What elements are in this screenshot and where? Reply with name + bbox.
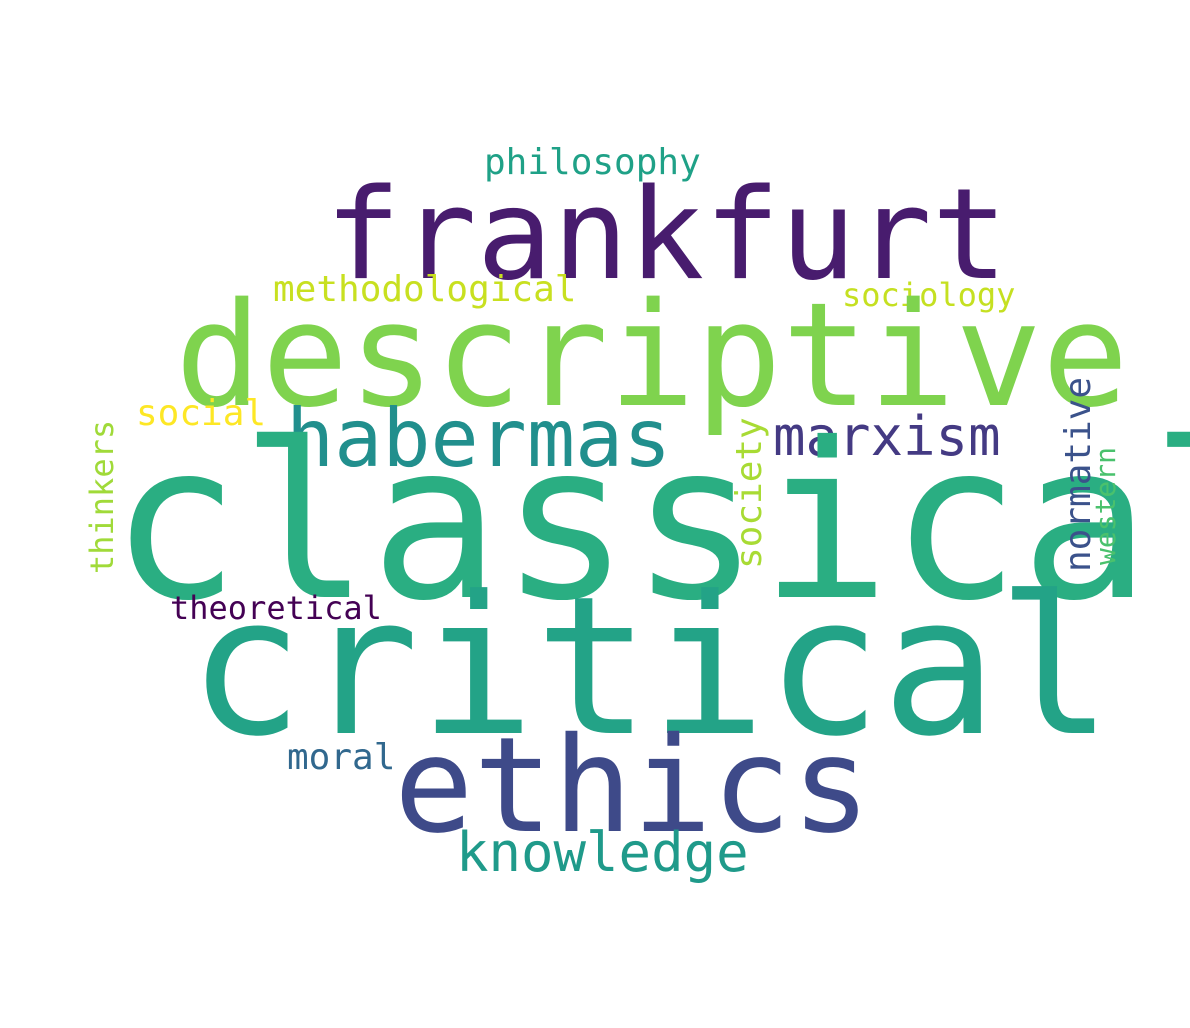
word-society: society: [729, 417, 770, 569]
word-theoretical: theoretical: [170, 589, 382, 627]
word-thinkers: thinkers: [83, 419, 121, 574]
word-western: western: [1089, 446, 1122, 565]
word-critical: critical: [188, 556, 1113, 779]
word-knowledge: knowledge: [456, 821, 749, 884]
word-methodological: methodological: [273, 269, 577, 310]
word-descriptive: descriptive: [175, 271, 1129, 439]
word-moral: moral: [287, 737, 396, 778]
word-habermas: habermas: [286, 392, 672, 485]
word-marxism: marxism: [773, 405, 1001, 468]
word-ethics: ethics: [394, 709, 871, 863]
word-frankfurt: frankfurt: [325, 161, 1008, 308]
word-philosophy: philosophy: [484, 142, 701, 183]
word-classical: classical: [110, 397, 1190, 648]
word-sociology: sociology: [842, 276, 1016, 314]
word-social: social: [136, 393, 267, 434]
